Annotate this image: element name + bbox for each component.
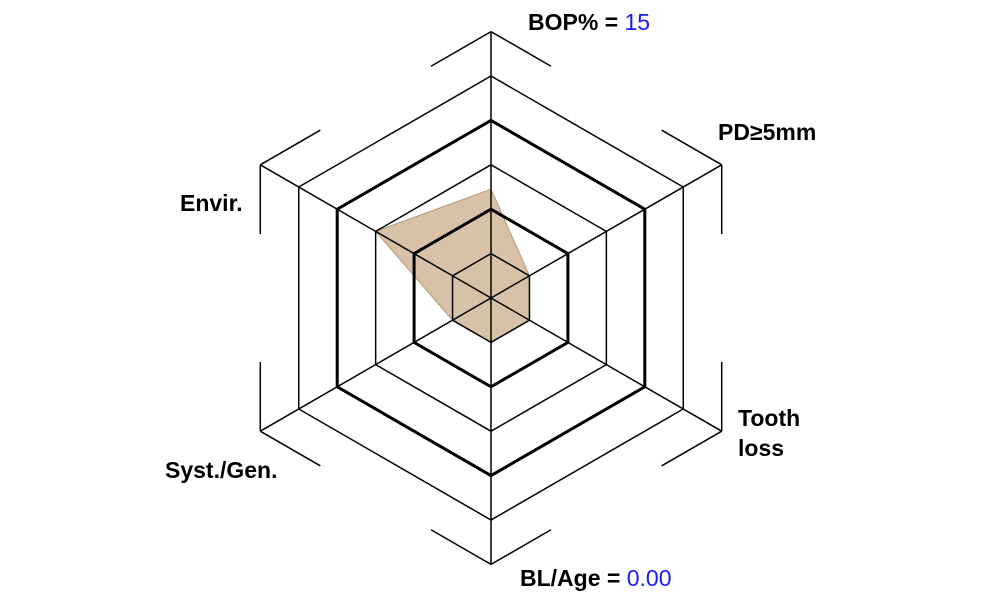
axis-cap-3-1	[430, 529, 492, 566]
label-tooth-loss: Tooth loss	[738, 403, 800, 463]
tooth-loss-line1: Tooth	[738, 405, 801, 431]
bop-label: BOP% =	[528, 9, 625, 35]
axis-4	[259, 297, 492, 432]
tooth-loss-line2: loss	[738, 435, 785, 461]
axis-cap-5-1	[259, 129, 321, 166]
axis-1	[490, 164, 723, 299]
axis-5	[259, 164, 492, 299]
label-envir: Envir.	[180, 190, 243, 216]
bl-age-value: 0.00	[626, 565, 672, 591]
bop-value: 15	[624, 9, 651, 35]
axis-2	[490, 297, 723, 432]
axis-cap-1-0	[661, 129, 723, 166]
axis-cap-4-0	[259, 430, 321, 467]
axis-cap-3-0	[490, 529, 552, 566]
axis-cap-2-1	[661, 430, 723, 467]
label-syst-gen: Syst./Gen.	[165, 457, 278, 483]
axis-cap-0-1	[490, 30, 552, 67]
label-pd: PD≥5mm	[718, 119, 817, 145]
label-bop: BOP% = 15	[528, 7, 650, 37]
label-bl-age: BL/Age = 0.00	[520, 563, 671, 593]
axis-cap-0-0	[430, 30, 492, 67]
bl-age-label: BL/Age =	[520, 565, 627, 591]
